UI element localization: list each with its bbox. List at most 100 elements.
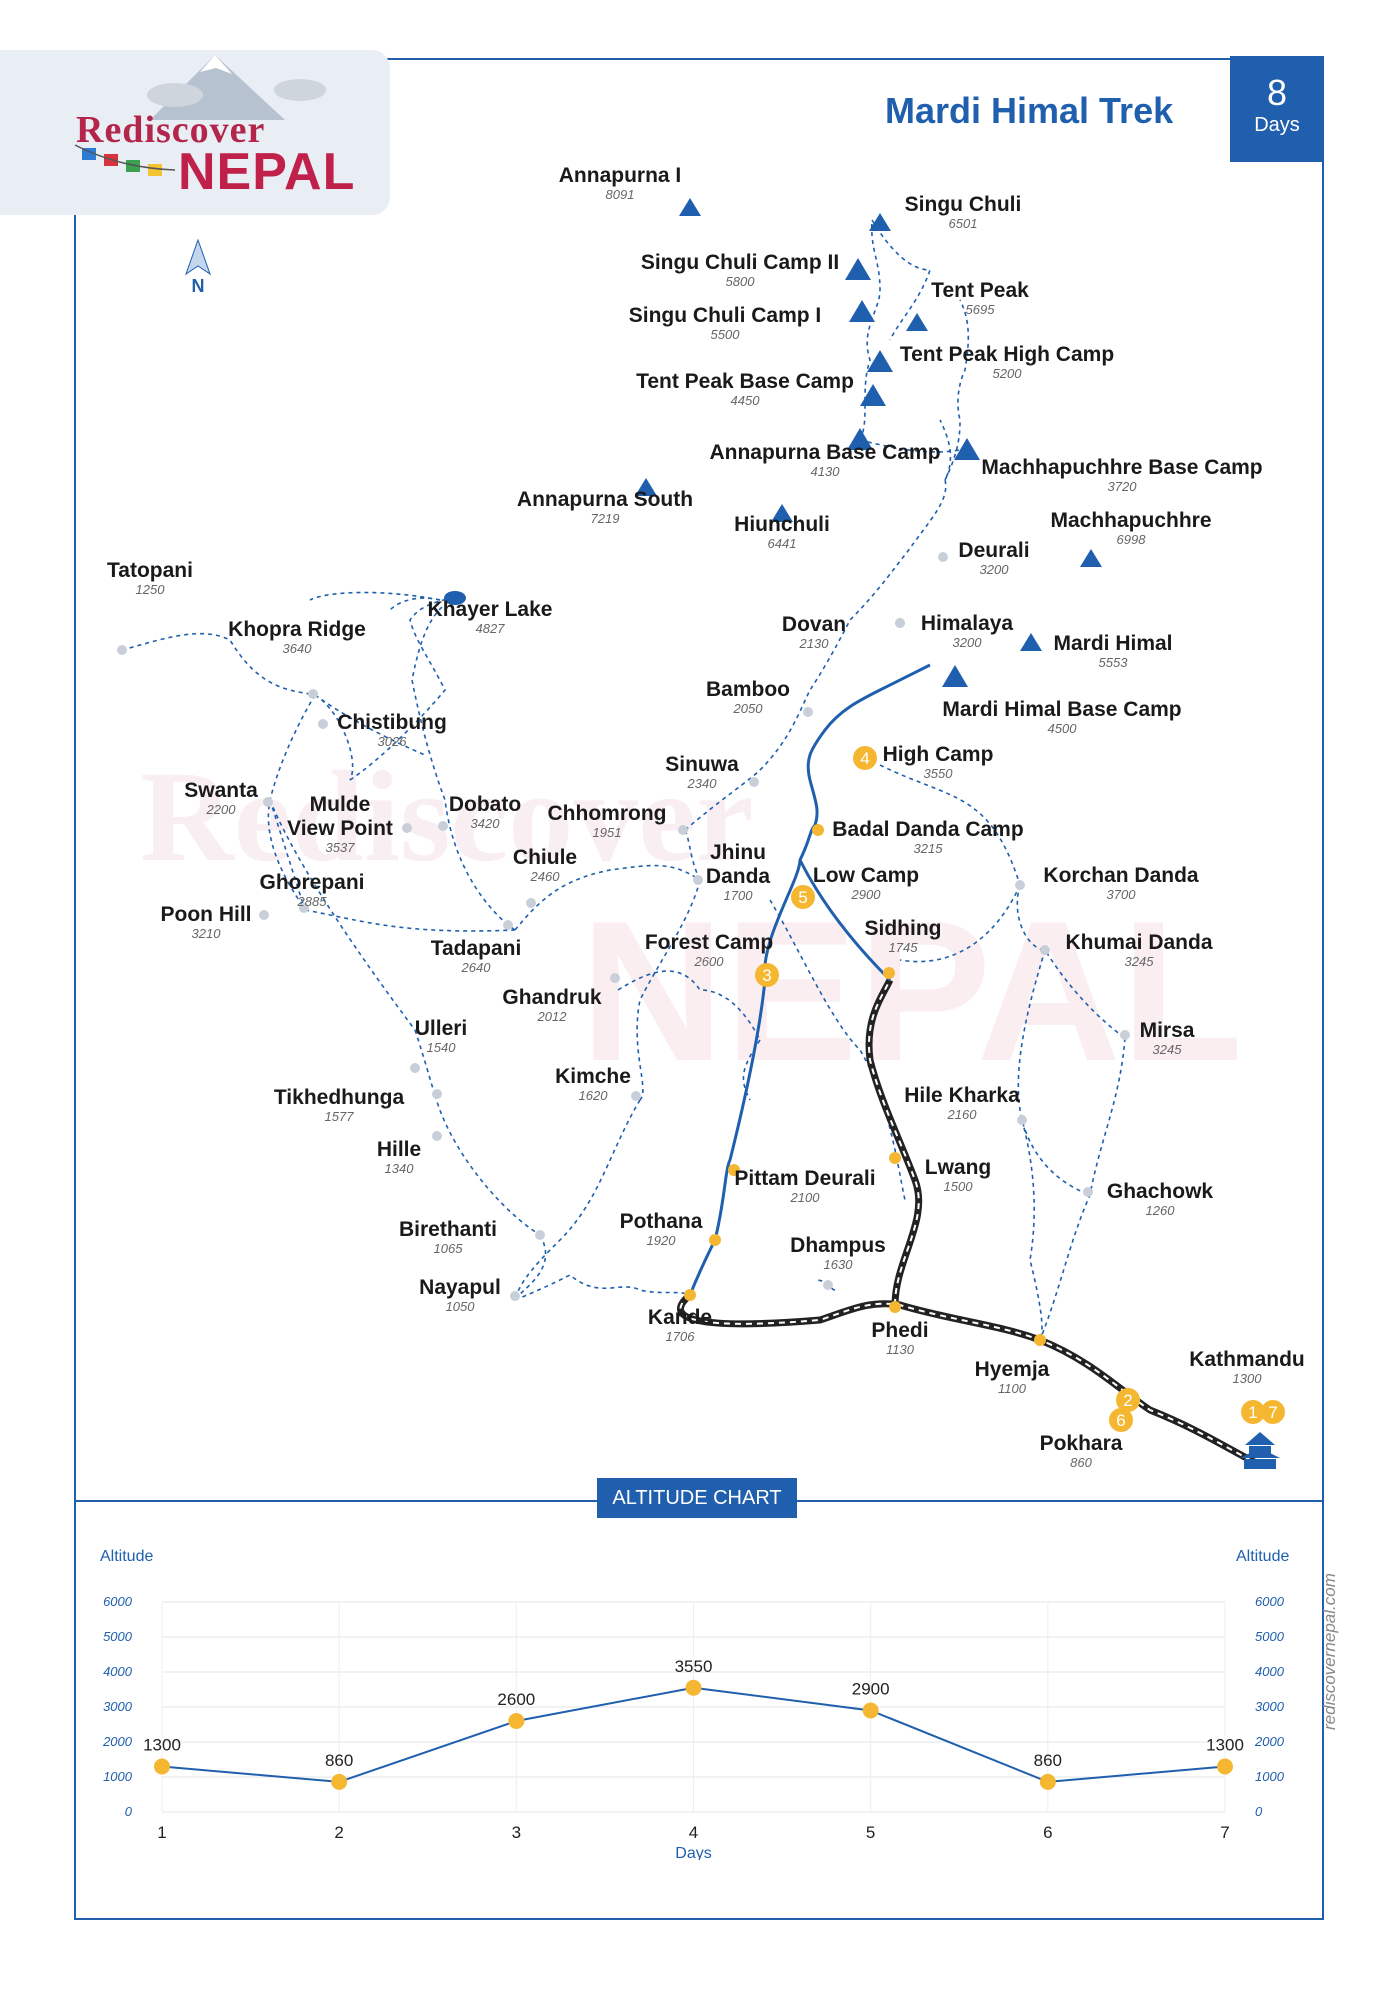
place-altitude: 3026 (377, 734, 407, 750)
waypoint-dot (693, 875, 703, 885)
place-name: Dobato (448, 793, 522, 816)
place-altitude: 2200 (206, 802, 236, 818)
waypoint-dot (308, 689, 318, 699)
day-marker-3 (755, 963, 779, 987)
altitude-data-label: 2900 (852, 1680, 890, 1699)
place-name: Chiule (512, 846, 578, 869)
place-altitude: 3245 (1124, 954, 1154, 970)
waypoint-dot (684, 1289, 696, 1301)
place-label-kande: Kande 1706 (648, 1306, 712, 1345)
place-altitude: 1920 (646, 1233, 676, 1249)
day-marker-4 (853, 746, 877, 770)
place-altitude: 1100 (998, 1381, 1026, 1397)
logo-subtitle: NEPAL (178, 143, 356, 201)
tent-icon (860, 384, 886, 406)
place-name: Phedi (871, 1319, 929, 1342)
place-label-high-camp: High Camp 3550 (883, 743, 994, 782)
y-tick-label: 2000 (102, 1734, 133, 1749)
x-tick-label: 4 (689, 1823, 698, 1842)
day-marker-label: 1 (1248, 1403, 1257, 1422)
place-label-kathmandu: Kathmandu 1300 (1189, 1348, 1305, 1387)
website-label: rediscovernepal.com (1320, 1573, 1339, 1730)
place-label-mulde-view-point: Mulde View Point 3537 (287, 793, 393, 856)
y-tick-label: 6000 (103, 1594, 133, 1609)
day-marker-label: 6 (1116, 1411, 1125, 1430)
place-label-hile-kharka: Hile Kharka 2160 (904, 1084, 1020, 1123)
waypoint-dot (1083, 1187, 1093, 1197)
day-marker-label: 3 (762, 966, 771, 985)
place-name: Ghandruk (502, 986, 602, 1009)
place-name: Pittam Deurali (734, 1167, 876, 1190)
place-name: Machhapuchhre (1050, 509, 1212, 532)
waypoint-dot (438, 821, 448, 831)
place-name: Sinuwa (665, 753, 739, 776)
place-altitude: 3720 (1107, 479, 1137, 495)
road (677, 978, 1262, 1469)
place-name: Annapurna South (516, 488, 694, 511)
place-name: High Camp (882, 743, 994, 766)
waypoint-dot (432, 1089, 442, 1099)
x-tick-label: 7 (1220, 1823, 1229, 1842)
place-name: Deurali (958, 539, 1030, 562)
waypoint-dot (1017, 1115, 1027, 1125)
place-altitude: 1250 (135, 582, 165, 598)
y-tick-label: 0 (1255, 1804, 1263, 1819)
place-label-bamboo: Bamboo 2050 (706, 678, 790, 717)
waypoint-dot (889, 1152, 901, 1164)
tent-icon (954, 438, 980, 460)
waypoint-dot (526, 898, 536, 908)
place-name: Mardi Himal (1053, 632, 1173, 655)
place-label-badal-danda-camp: Badal Danda Camp 3215 (832, 818, 1023, 857)
place-name: Tikhedhunga (273, 1086, 405, 1109)
place-altitude: 1300 (1232, 1371, 1262, 1387)
place-label-sinuwa: Sinuwa 2340 (665, 753, 739, 792)
days-badge: 8 Days (1230, 56, 1324, 162)
place-name: Dovan (781, 613, 847, 636)
place-label-singu-chuli: Singu Chuli 6501 (905, 193, 1022, 232)
place-altitude: 2100 (790, 1190, 820, 1206)
place-label-tent-peak-base-camp: Tent Peak Base Camp 4450 (636, 370, 854, 409)
place-altitude: 7219 (590, 511, 620, 527)
place-label-dobato: Dobato 3420 (449, 793, 521, 832)
days-number: 8 (1266, 72, 1288, 113)
north-label: N (191, 276, 205, 296)
place-name: Lwang (924, 1156, 992, 1179)
waypoint-dot (728, 1164, 740, 1176)
waypoint-dot (812, 824, 824, 836)
waypoint-dot (895, 618, 905, 628)
place-label-hyemja: Hyemja 1100 (975, 1358, 1050, 1397)
place-label-ghachowk: Ghachowk 1260 (1107, 1180, 1213, 1219)
place-altitude: 1577 (324, 1109, 354, 1125)
place-name: Sidhing (864, 917, 942, 940)
temple-icon (1240, 1432, 1280, 1469)
place-label-dhampus: Dhampus 1630 (790, 1234, 886, 1273)
place-name: Pothana (619, 1210, 703, 1233)
place-altitude: 860 (1070, 1455, 1092, 1471)
place-altitude: 8091 (605, 187, 635, 203)
day-marker-7 (1261, 1400, 1285, 1424)
altitude-point (685, 1679, 702, 1696)
map-symbols: 4 5 3 26 1 7 (117, 198, 1285, 1469)
place-name: Pokhara (1039, 1432, 1123, 1455)
day-marker-2 (1116, 1388, 1140, 1412)
place-name: Chhomrong (547, 802, 667, 825)
place-label-tent-peak-high-camp: Tent Peak High Camp 5200 (900, 343, 1114, 382)
altitude-axis-title-left: Altitude (100, 1548, 154, 1565)
place-altitude: 2340 (687, 776, 717, 792)
place-label-singu-chuli-camp-ii: Singu Chuli Camp II 5800 (641, 251, 839, 290)
place-label-chiule: Chiule 2460 (513, 846, 577, 885)
place-altitude: 1050 (445, 1299, 475, 1315)
days-label: Days (1254, 114, 1300, 136)
logo-box (0, 50, 390, 215)
place-label-singu-chuli-camp-i: Singu Chuli Camp I 5500 (629, 304, 822, 343)
day-marker-label: 5 (798, 888, 807, 907)
place-altitude: 5695 (965, 302, 995, 318)
place-label-lwang: Lwang 1500 (925, 1156, 992, 1195)
place-name: Ghorepani (259, 871, 365, 894)
place-label-kimche: Kimche 1620 (555, 1065, 631, 1104)
altitude-point (1217, 1758, 1233, 1775)
altitude-chart: 0 0 1000 1000 2000 2000 3000 3000 4000 4000 5000 50… (102, 1594, 1285, 1860)
waypoint-dot (263, 797, 273, 807)
altitude-point (508, 1713, 525, 1729)
waypoint-dot (1015, 880, 1025, 890)
